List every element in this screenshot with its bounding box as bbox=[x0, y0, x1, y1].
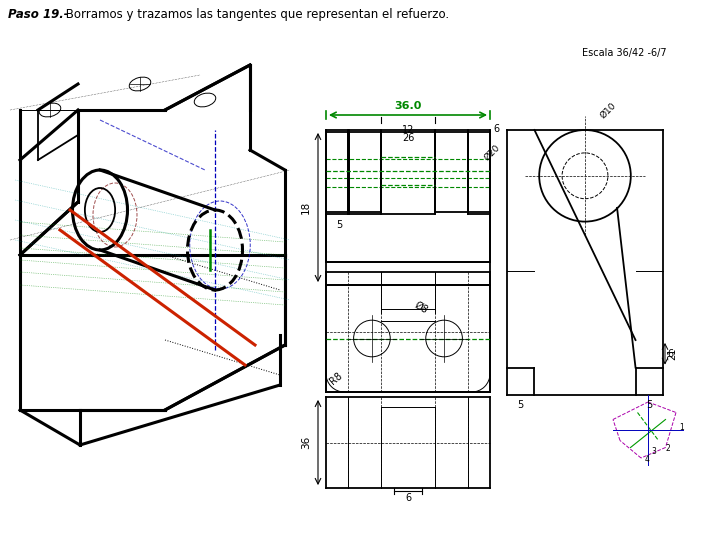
Text: 4: 4 bbox=[644, 455, 649, 463]
Text: 1: 1 bbox=[680, 423, 684, 432]
Text: 6: 6 bbox=[667, 349, 673, 359]
Text: 3: 3 bbox=[652, 448, 657, 456]
Text: Borramos y trazamos las tangentes que representan el refuerzo.: Borramos y trazamos las tangentes que re… bbox=[62, 8, 449, 21]
Text: 36.0: 36.0 bbox=[395, 101, 422, 111]
Text: 12: 12 bbox=[402, 125, 414, 135]
Text: 36: 36 bbox=[301, 436, 311, 449]
Text: 26: 26 bbox=[402, 133, 414, 143]
Text: 6: 6 bbox=[493, 124, 499, 134]
Text: 18: 18 bbox=[301, 201, 311, 214]
Text: Paso 19.-: Paso 19.- bbox=[8, 8, 68, 21]
Text: 2: 2 bbox=[665, 444, 670, 453]
Text: Ø10: Ø10 bbox=[599, 100, 618, 120]
Text: 6: 6 bbox=[405, 493, 411, 503]
Text: Ø20: Ø20 bbox=[482, 143, 502, 163]
Text: 21: 21 bbox=[667, 348, 677, 360]
Text: Escala 36/42 -6/7: Escala 36/42 -6/7 bbox=[582, 48, 667, 58]
Text: 5: 5 bbox=[518, 400, 524, 410]
Text: 5: 5 bbox=[646, 400, 652, 410]
Text: R8: R8 bbox=[328, 371, 344, 387]
Text: Ø8: Ø8 bbox=[413, 300, 430, 315]
Text: 5: 5 bbox=[336, 220, 343, 231]
